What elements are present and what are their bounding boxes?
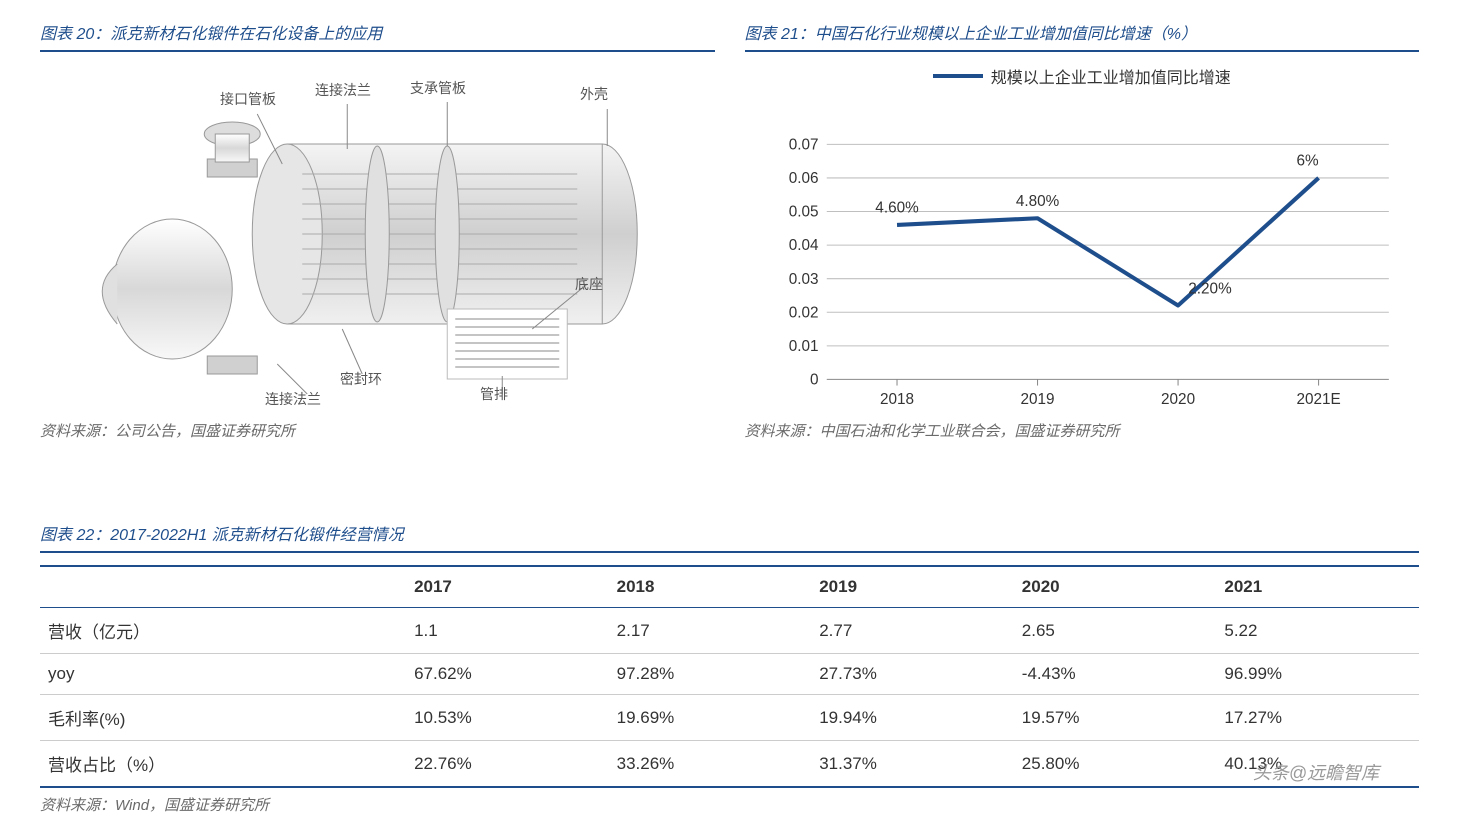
table-row: 毛利率(%)10.53%19.69%19.94%19.57%17.27% (40, 695, 1419, 741)
table-row: yoy67.62%97.28%27.73%-4.43%96.99% (40, 654, 1419, 695)
svg-text:0: 0 (810, 372, 819, 389)
line-chart-box: 规模以上企业工业增加值同比增速 0 0.01 0.02 0.03 0.04 0.05 0.0… (745, 64, 1420, 414)
table-body: 营收（亿元）1.12.172.772.655.22yoy67.62%97.28%… (40, 608, 1419, 788)
table-header-cell: 2019 (811, 566, 1014, 608)
table-header-cell: 2018 (609, 566, 812, 608)
diagram-box: 接口管板 连接法兰 支承管板 外壳 底座 管排 密封环 连接法兰 (40, 64, 715, 414)
svg-text:0.04: 0.04 (788, 237, 818, 254)
data-table: 20172018201920202021 营收（亿元）1.12.172.772.… (40, 565, 1419, 788)
svg-text:0.07: 0.07 (788, 136, 818, 153)
panel-line-chart: 图表 21：中国石化行业规模以上企业工业增加值同比增速（%） 规模以上企业工业增… (745, 20, 1420, 441)
table-header-cell (40, 566, 406, 608)
svg-text:0.03: 0.03 (788, 271, 818, 288)
table-cell: 10.53% (406, 695, 609, 741)
svg-text:6%: 6% (1296, 153, 1319, 170)
diagram-label-6: 管排 (480, 384, 508, 404)
table-cell: 2.77 (811, 608, 1014, 654)
equipment-diagram-svg (40, 64, 715, 414)
table-cell: 67.62% (406, 654, 609, 695)
svg-text:4.60%: 4.60% (875, 200, 919, 217)
table-cell: 营收（亿元） (40, 608, 406, 654)
chart-20-source: 资料来源：公司公告，国盛证券研究所 (40, 420, 715, 441)
legend: 规模以上企业工业增加值同比增速 (745, 64, 1420, 88)
top-row: 图表 20：派克新材石化锻件在石化设备上的应用 (40, 20, 1419, 441)
svg-text:0.06: 0.06 (788, 170, 818, 187)
table-cell: 1.1 (406, 608, 609, 654)
chart-21-title: 图表 21：中国石化行业规模以上企业工业增加值同比增速（%） (745, 20, 1420, 52)
diagram-label-2: 连接法兰 (315, 80, 371, 100)
watermark: 头条@远瞻智库 (1253, 759, 1379, 785)
svg-text:2020: 2020 (1161, 391, 1195, 408)
legend-label: 规模以上企业工业增加值同比增速 (991, 64, 1231, 88)
line-chart-svg: 0 0.01 0.02 0.03 0.04 0.05 0.06 0.07 2018 2019 20… (745, 92, 1420, 442)
svg-text:2019: 2019 (1020, 391, 1054, 408)
diagram-label-4: 外壳 (580, 84, 608, 104)
panel-table: 图表 22：2017-2022H1 派克新材石化锻件经营情况 201720182… (40, 521, 1419, 815)
chart-20-title: 图表 20：派克新材石化锻件在石化设备上的应用 (40, 20, 715, 52)
table-cell: 19.57% (1014, 695, 1217, 741)
svg-text:4.80%: 4.80% (1015, 193, 1059, 210)
table-cell: yoy (40, 654, 406, 695)
table-header-cell: 2020 (1014, 566, 1217, 608)
table-cell: 19.69% (609, 695, 812, 741)
diagram-label-7: 密封环 (340, 369, 382, 389)
table-cell: 毛利率(%) (40, 695, 406, 741)
svg-text:2018: 2018 (879, 391, 913, 408)
table-cell: 33.26% (609, 741, 812, 788)
table-cell: 25.80% (1014, 741, 1217, 788)
svg-text:2021E: 2021E (1296, 391, 1340, 408)
table-cell: 27.73% (811, 654, 1014, 695)
table-cell: 2.17 (609, 608, 812, 654)
svg-text:0.05: 0.05 (788, 204, 818, 221)
diagram-label-5: 底座 (575, 274, 603, 294)
table-cell: 97.28% (609, 654, 812, 695)
table-cell: 31.37% (811, 741, 1014, 788)
table-cell: 5.22 (1216, 608, 1419, 654)
table-header-row: 20172018201920202021 (40, 566, 1419, 608)
diagram-label-8: 连接法兰 (265, 389, 321, 409)
table-row: 营收占比（%）22.76%33.26%31.37%25.80%40.13% (40, 741, 1419, 788)
table-cell: 96.99% (1216, 654, 1419, 695)
table-cell: 营收占比（%） (40, 741, 406, 788)
table-header-cell: 2021 (1216, 566, 1419, 608)
table-cell: -4.43% (1014, 654, 1217, 695)
legend-swatch (933, 74, 983, 78)
table-cell: 17.27% (1216, 695, 1419, 741)
table-row: 营收（亿元）1.12.172.772.655.22 (40, 608, 1419, 654)
table-header-cell: 2017 (406, 566, 609, 608)
chart-22-title: 图表 22：2017-2022H1 派克新材石化锻件经营情况 (40, 521, 1419, 553)
table-cell: 19.94% (811, 695, 1014, 741)
diagram-label-3: 支承管板 (410, 78, 466, 98)
diagram-label-1: 接口管板 (220, 89, 276, 109)
chart-22-source: 资料来源：Wind，国盛证券研究所 (40, 794, 1419, 815)
svg-text:0.01: 0.01 (788, 338, 818, 355)
panel-diagram: 图表 20：派克新材石化锻件在石化设备上的应用 (40, 20, 715, 441)
svg-text:0.02: 0.02 (788, 304, 818, 321)
table-cell: 2.65 (1014, 608, 1217, 654)
svg-text:2.20%: 2.20% (1188, 280, 1232, 297)
table-cell: 22.76% (406, 741, 609, 788)
